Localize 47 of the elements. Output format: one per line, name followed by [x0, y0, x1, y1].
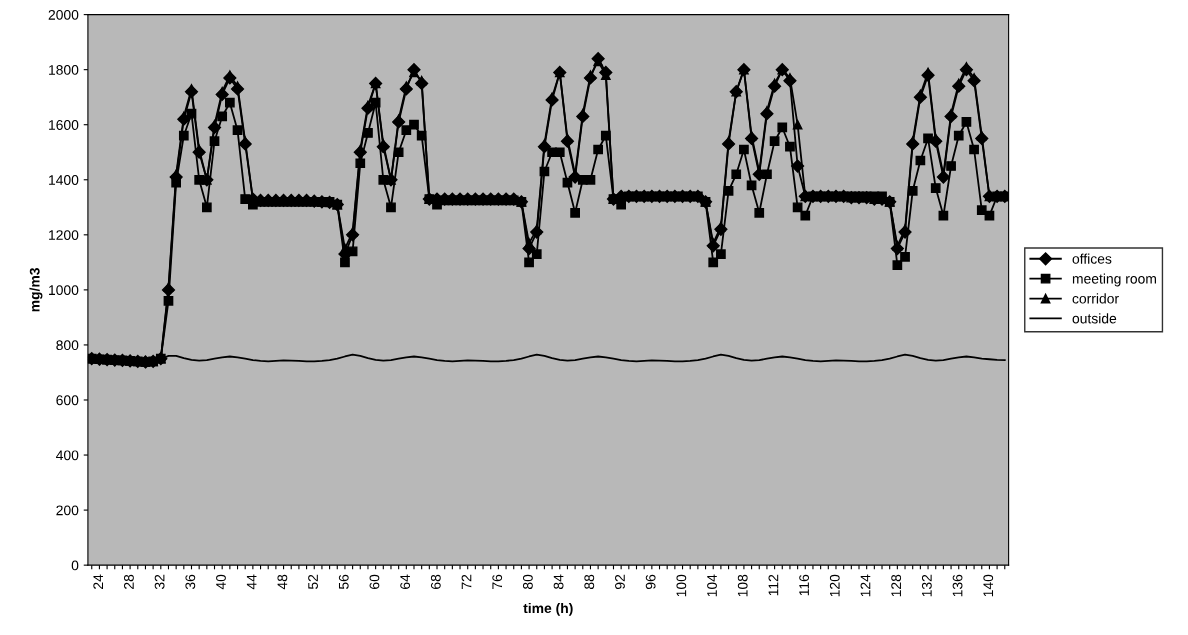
x-tick-label: 72 [461, 574, 472, 589]
x-tick-label: 120 [829, 574, 840, 597]
x-tick-label: 108 [737, 574, 748, 597]
y-tick-label: 1000 [49, 285, 79, 296]
x-tick-label: 112 [768, 574, 779, 596]
x-tick-label: 92 [615, 574, 625, 589]
x-tick-label: 80 [522, 574, 533, 590]
x-tick-label: 104 [707, 574, 717, 597]
y-tick-label: 0 [71, 560, 79, 571]
y-axis-title: mg/m3 [29, 268, 43, 312]
x-tick-label: 132 [921, 574, 932, 597]
legend-label: meeting room [1072, 273, 1156, 287]
y-tick-label: 600 [56, 395, 79, 406]
x-tick-label: 36 [185, 574, 196, 590]
x-tick-label: 124 [860, 574, 871, 597]
legend-label: corridor [1072, 293, 1119, 304]
y-tick-label: 1800 [49, 64, 79, 75]
x-tick-label: 128 [891, 574, 902, 597]
x-tick-label: 32 [154, 574, 165, 590]
x-tick-label: 52 [308, 574, 318, 590]
x-tick-label: 76 [492, 574, 503, 589]
x-tick-label: 60 [369, 574, 380, 589]
y-tick-label: 2000 [48, 9, 79, 20]
y-tick-label: 1200 [49, 230, 79, 240]
x-tick-label: 88 [584, 574, 595, 590]
x-tick-label: 28 [124, 574, 134, 589]
y-tick-label: 1600 [49, 120, 79, 130]
x-tick-label: 96 [645, 574, 656, 589]
x-tick-label: 84 [553, 574, 564, 590]
x-tick-label: 44 [246, 574, 257, 590]
x-axis-title: time (h) [523, 602, 573, 616]
y-tick-label: 800 [56, 340, 79, 351]
y-tick-label: 200 [56, 505, 79, 516]
x-tick-label: 24 [93, 574, 104, 589]
legend-label: outside [1072, 313, 1117, 324]
x-tick-label: 100 [676, 574, 687, 597]
x-tick-label: 68 [430, 574, 441, 589]
legend-label: offices [1072, 253, 1112, 264]
x-tick-label: 56 [338, 574, 349, 590]
x-tick-label: 40 [216, 574, 226, 590]
x-tick-label: 140 [983, 574, 994, 597]
x-tick-label: 64 [400, 574, 411, 589]
y-tick-label: 1400 [49, 175, 79, 185]
y-tick-label: 400 [56, 450, 79, 461]
x-tick-label: 48 [277, 574, 288, 590]
x-tick-label: 116 [799, 574, 810, 596]
x-tick-label: 136 [952, 574, 963, 597]
